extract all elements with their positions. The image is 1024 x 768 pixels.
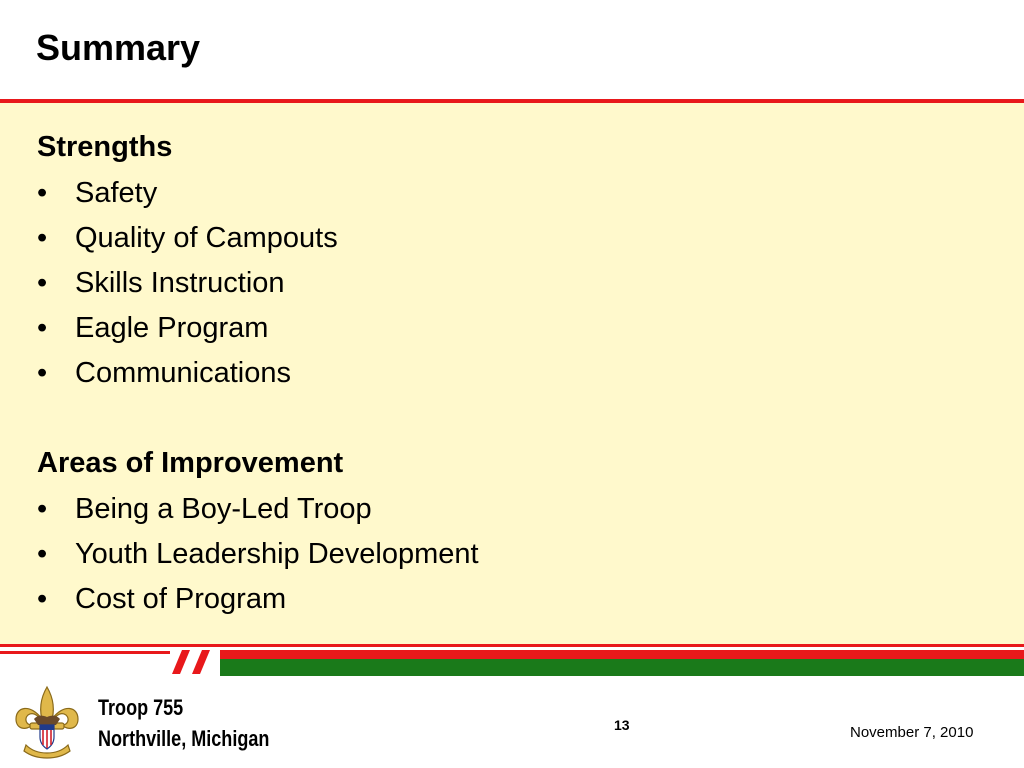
bullet-icon: • [37,177,48,209]
page-number: 13 [614,717,630,733]
bullet-icon: • [37,222,48,254]
bullet-icon: • [37,357,48,389]
bullet-icon: • [37,312,48,344]
bullet-icon: • [37,493,48,525]
footer-stripe-red-left [0,651,170,654]
content-panel: Strengths • Safety • Quality of Campouts •… [0,103,1024,644]
bullet-icon: • [37,267,48,299]
troop-location: Northville, Michigan [98,726,270,751]
improvements-heading: Areas of Improvement [37,447,344,479]
slide-title: Summary [36,27,201,68]
slash-accent-icon [172,650,210,674]
strengths-heading: Strengths [37,131,173,163]
footer-stripe-red-thin [0,644,1024,647]
footer-stripe-green [220,659,1024,676]
troop-name: Troop 755 [98,695,184,720]
fleur-de-lis-emblem-icon [15,685,79,759]
title-divider [0,99,1024,103]
footer-stripe-red [220,650,1024,659]
bullet-icon: • [37,583,48,615]
presentation-date: November 7, 2010 [850,724,974,741]
bullet-icon: • [37,538,48,570]
